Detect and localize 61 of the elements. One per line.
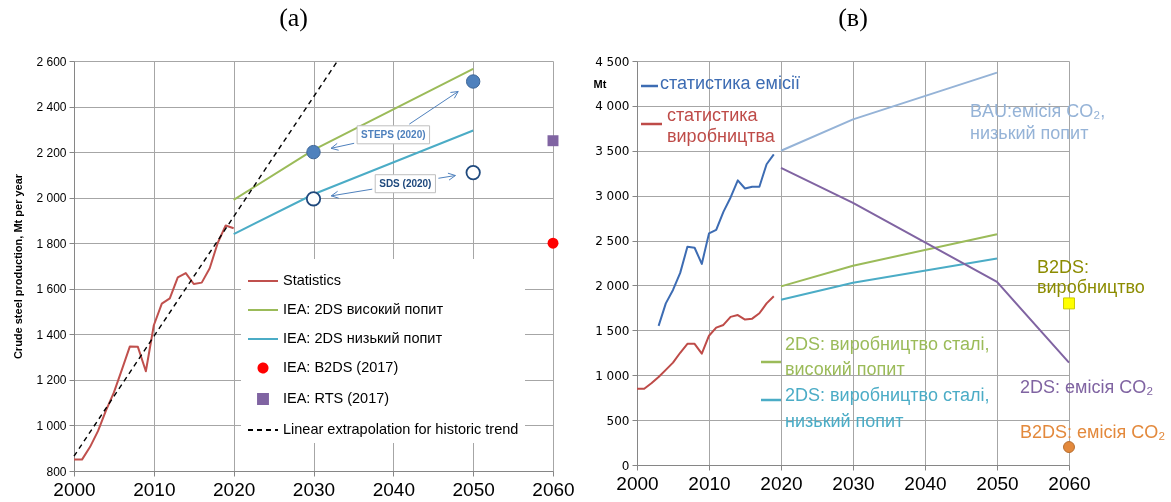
y-tick-label: 4 500	[595, 54, 630, 69]
y-tick-label: 500	[606, 413, 630, 428]
legend-label: статистика емісії	[660, 73, 800, 93]
y-tick-label: 0	[621, 458, 630, 473]
x-tick-label: 2020	[213, 478, 256, 500]
point	[547, 237, 559, 249]
y-tick-label: 2 000	[595, 278, 630, 293]
y-tick-label: 1 500	[595, 323, 630, 338]
legend-label: 2DS: виробництво сталі, високий попит	[785, 334, 990, 379]
x-tick-label: 2010	[133, 478, 176, 500]
point	[306, 144, 321, 160]
y-tick-label: 2 200	[36, 145, 67, 160]
y-tick-label: 2 500	[595, 234, 630, 249]
chart-title: (в)	[838, 3, 868, 32]
point	[305, 191, 322, 207]
line-series	[636, 295, 775, 390]
point	[547, 135, 559, 147]
legend-label: 2DS: виробництво сталі, низький попит	[785, 385, 990, 431]
x-tick-label: 2060	[1048, 472, 1091, 494]
y-axis-title: Mt	[593, 77, 607, 90]
y-tick-label: 2 400	[36, 100, 67, 115]
y-tick-label: 800	[46, 464, 67, 479]
legend-label: Linear extrapolation for historic trend	[283, 421, 519, 437]
y-tick-label: 4 000	[595, 99, 630, 114]
text: SDS (2020)	[379, 177, 432, 189]
y-tick-label: 1 400	[36, 327, 67, 342]
legend-label: статистика виробництва	[667, 105, 776, 146]
text: STEPS (2020)	[361, 128, 426, 140]
series-label: B2DS: емісія CO₂	[1020, 422, 1166, 442]
x-tick-label: 2030	[832, 472, 875, 494]
x-tick-label: 2010	[688, 472, 731, 494]
x-tick-label: 2050	[452, 478, 495, 500]
x-tick-label: 2030	[292, 478, 336, 500]
legend-label: IEA: 2DS низький попит	[283, 330, 443, 346]
y-tick-label: 1 000	[595, 368, 630, 383]
point	[465, 74, 481, 89]
y-tick-label: 3 000	[595, 189, 630, 204]
line-series	[73, 224, 235, 461]
y-axis-title: Crude steel production, Mt per year	[12, 173, 25, 360]
x-tick-label: 2020	[760, 472, 803, 494]
legend-label: Statistics	[283, 272, 342, 288]
chart-title: (a)	[279, 3, 308, 32]
x-tick-label: 2000	[53, 478, 96, 500]
y-tick-label: 2 000	[36, 191, 67, 206]
y-tick-label: 1 200	[36, 373, 67, 388]
y-tick-label: 1 000	[36, 418, 67, 433]
point	[465, 165, 481, 181]
legend-label: IEA: RTS (2017)	[283, 390, 390, 406]
series-label: B2DS: виробництво	[1037, 257, 1145, 297]
y-tick-label: 3 500	[595, 144, 630, 159]
y-tick-label: 1 600	[36, 282, 67, 297]
y-tick-label: 1 800	[36, 236, 67, 251]
legend-label: IEA: 2DS високий попит	[283, 301, 444, 317]
x-tick-label: 2000	[616, 472, 659, 494]
x-tick-label: 2050	[976, 472, 1019, 494]
x-tick-label: 2040	[904, 472, 947, 494]
y-tick-label: 2 600	[36, 54, 67, 69]
x-tick-label: 2060	[532, 478, 575, 500]
x-tick-label: 2040	[372, 478, 415, 500]
line-series	[657, 153, 775, 327]
legend-label: IEA: B2DS (2017)	[283, 359, 399, 375]
